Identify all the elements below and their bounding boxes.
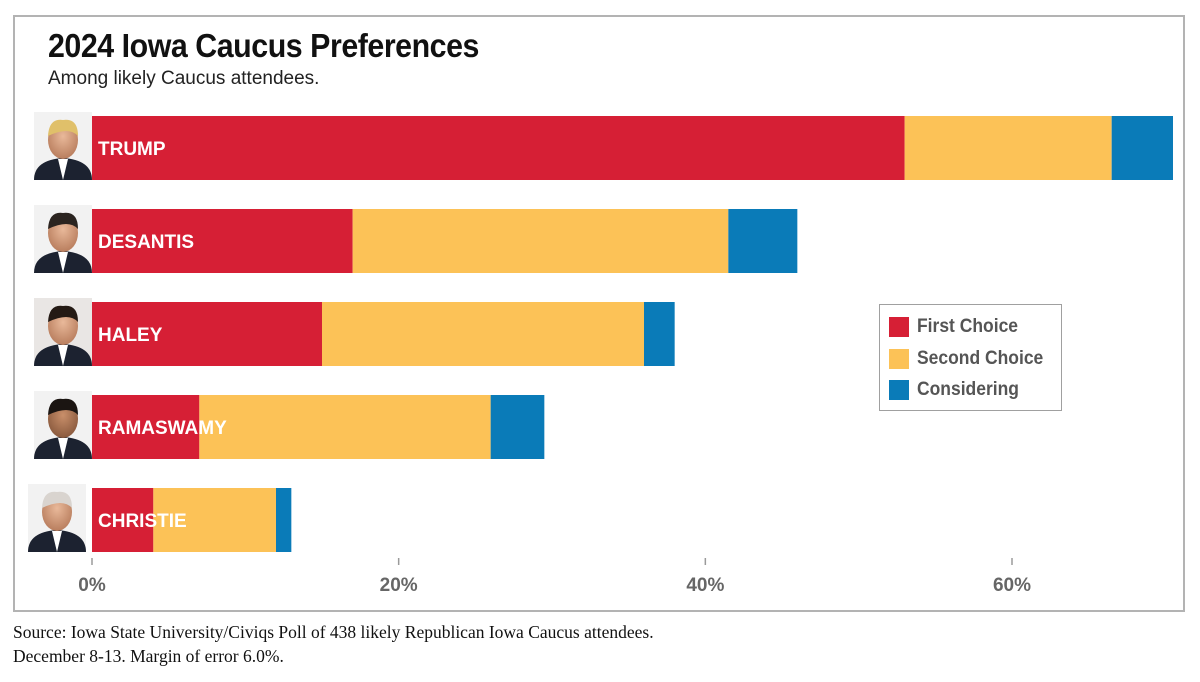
bar-christie-first-choice [92, 488, 154, 552]
bar-christie-considering [276, 488, 292, 552]
legend-label: Considering [917, 379, 1019, 400]
category-label: DESANTIS [98, 232, 194, 253]
category-label: HALEY [98, 325, 163, 346]
bar-trump-considering [1111, 116, 1173, 180]
bar-ramaswamy-first-choice [92, 395, 200, 459]
category-label: CHRISTIE [98, 511, 187, 532]
bar-haley-first-choice [92, 302, 322, 366]
candidate-photos [28, 112, 92, 552]
legend-label: Second Choice [917, 348, 1044, 369]
source-line-2: December 8-13. Margin of error 6.0%. [13, 646, 284, 666]
bar-ramaswamy-considering [490, 395, 545, 459]
bar-desantis-considering [728, 209, 798, 273]
legend-swatch-second-choice [889, 349, 909, 369]
bar-christie-second-choice [153, 488, 276, 552]
x-axis: 0% 20% 40% 60% [78, 558, 1031, 596]
bar-desantis-first-choice [92, 209, 353, 273]
bar-trump-second-choice [904, 116, 1112, 180]
legend-item-considering: Considering [889, 378, 1028, 402]
legend-item-first-choice: First Choice [889, 315, 1027, 339]
x-tick-label: 60% [993, 575, 1031, 596]
avatar-desantis [34, 205, 92, 273]
bars [92, 116, 1173, 552]
bar-haley-second-choice [322, 302, 644, 366]
avatar-haley [34, 298, 92, 366]
legend-swatch-first-choice [889, 317, 909, 337]
chart-subtitle: Among likely Caucus attendees. [48, 68, 320, 89]
avatar-christie [28, 484, 86, 552]
category-labels: TRUMP DESANTIS HALEY RAMASWAMY CHRISTIE [98, 139, 227, 532]
legend-swatch-considering [889, 380, 909, 400]
bar-ramaswamy-second-choice [199, 395, 491, 459]
legend-label: First Choice [917, 316, 1019, 337]
source-note: Source: Iowa State University/Civiqs Pol… [13, 620, 654, 668]
x-tick-label: 0% [78, 575, 106, 596]
category-label: TRUMP [98, 139, 166, 160]
x-tick-label: 40% [686, 575, 724, 596]
avatar-ramaswamy [34, 391, 92, 459]
x-tick-label: 20% [380, 575, 418, 596]
legend: First Choice Second Choice Considering [879, 304, 1062, 411]
chart-title: 2024 Iowa Caucus Preferences [48, 27, 479, 64]
bar-haley-considering [644, 302, 675, 366]
category-label: RAMASWAMY [98, 418, 227, 439]
bar-trump-first-choice [92, 116, 905, 180]
legend-item-second-choice: Second Choice [889, 347, 1054, 371]
bar-desantis-second-choice [352, 209, 729, 273]
source-line-1: Source: Iowa State University/Civiqs Pol… [13, 622, 654, 642]
avatar-trump [34, 112, 92, 180]
